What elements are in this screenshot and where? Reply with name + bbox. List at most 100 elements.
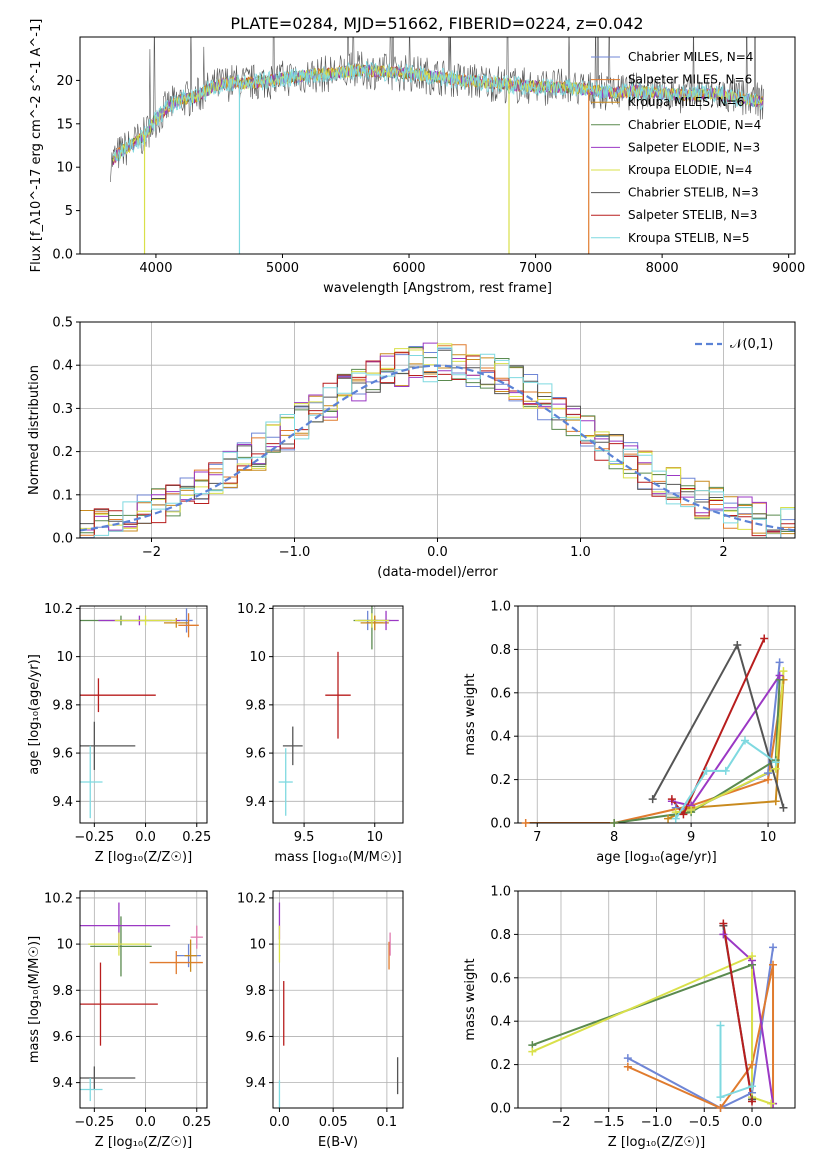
y-tick-label: 0.1 xyxy=(52,488,73,503)
weight-line xyxy=(531,954,772,1105)
x-tick-label: 8000 xyxy=(646,261,679,276)
x-tick-label: 0.25 xyxy=(182,1115,211,1130)
weight-marker xyxy=(667,795,676,804)
x-tick-label: −0.25 xyxy=(74,1115,114,1130)
y-tick-label: 10 xyxy=(56,650,73,665)
weight-marker xyxy=(748,1082,757,1091)
x-tick-label: 8 xyxy=(610,830,618,845)
x-tick-label: 1.0 xyxy=(570,545,591,560)
x-tick-label: −1.0 xyxy=(279,545,311,560)
y-tick-label: 9.4 xyxy=(245,1076,266,1091)
x-tick-label: −0.25 xyxy=(74,830,114,845)
legend-entry: Chabrier ELODIE, N=4 xyxy=(628,118,761,132)
spectrum-line xyxy=(112,61,764,162)
x-tick-label: 0.25 xyxy=(182,830,211,845)
y-tick-label: 9.8 xyxy=(52,984,73,999)
axes-frame xyxy=(272,605,404,824)
weight-marker xyxy=(610,819,619,827)
axes-frame xyxy=(79,36,796,255)
x-tick-label: 0.0 xyxy=(135,1115,156,1130)
y-tick-label: 0.5 xyxy=(52,316,73,331)
x-tick-label: 7000 xyxy=(519,261,552,276)
y-tick-label: 0.2 xyxy=(490,1058,511,1073)
y-tick-label: 9.8 xyxy=(245,984,266,999)
y-tick-label: 0.4 xyxy=(52,359,73,374)
weight-line xyxy=(531,963,754,1100)
x-tick-label: 7 xyxy=(533,830,541,845)
axes-age_vs_mass: 9.5 10 9.4 9.6 9.8 10 10.2 mass [log₁₀(M/M☉)] xyxy=(237,602,404,865)
weight-marker xyxy=(528,1047,537,1056)
y-tick-label: 9.4 xyxy=(245,795,266,810)
x-tick-label: 9000 xyxy=(772,261,805,276)
weight-marker xyxy=(687,805,696,814)
axes-mass_vs_ebv: 0.0 0.05 0.1 9.4 9.6 9.8 10 10.2 E(B-V) xyxy=(237,890,404,1150)
weight-marker xyxy=(760,634,769,643)
x-tick-label: 10 xyxy=(366,830,383,845)
y-tick-label: 10 xyxy=(56,938,73,953)
axes-weight_vs_Z: −2 −1.5 −1.0 −0.5 0.0 0.0 0.2 0.4 0.6 0.8 1.0 Z [lo… xyxy=(463,885,796,1150)
weight-marker xyxy=(771,797,780,806)
y-tick-label: 0.0 xyxy=(52,532,73,547)
weight-marker xyxy=(748,952,757,961)
weight-marker xyxy=(664,814,673,823)
plot-area-age_vs_Z xyxy=(80,608,199,819)
y-tick-label: 9.6 xyxy=(245,747,266,762)
y-tick-label: 9.6 xyxy=(245,1030,266,1045)
y-axis-label: Flux [f_λ10^-17 erg cm^-2 s^-1 A^-1] xyxy=(29,19,44,273)
weight-marker xyxy=(767,1099,776,1108)
x-axis-label: (data-model)/error xyxy=(377,565,498,580)
x-axis-label: Z [log₁₀(Z/Z☉)] xyxy=(95,1135,192,1150)
axes-residuals: −2 −1.0 0.0 1.0 2 0.0 0.1 0.2 0.3 0.4 0.5 (data-mod… xyxy=(27,316,796,580)
y-axis-label: age [log₁₀(age/yr)] xyxy=(27,654,42,775)
weight-marker xyxy=(721,766,730,775)
y-tick-label: 0.0 xyxy=(52,248,73,263)
x-tick-label: 0.1 xyxy=(377,1115,398,1130)
weight-marker xyxy=(779,803,788,812)
weight-line xyxy=(525,679,785,823)
y-tick-label: 0.2 xyxy=(52,445,73,460)
weight-marker xyxy=(719,919,728,928)
x-axis-label: Z [log₁₀(Z/Z☉)] xyxy=(608,1135,705,1150)
y-tick-label: 0.6 xyxy=(490,686,511,701)
y-axis-label: mass weight xyxy=(463,958,478,1040)
weight-marker xyxy=(679,810,688,819)
y-tick-label: 5 xyxy=(65,204,73,219)
y-tick-label: 0.6 xyxy=(490,971,511,986)
weight-marker xyxy=(716,1021,725,1030)
legend-entry: Salpeter ELODIE, N=3 xyxy=(628,140,760,154)
legend-entry: Chabrier MILES, N=4 xyxy=(628,50,753,64)
weight-marker xyxy=(671,814,680,823)
x-tick-label: 5000 xyxy=(266,261,299,276)
normal-curve xyxy=(80,364,795,532)
axes-frame xyxy=(79,890,208,1109)
x-tick-label: −2 xyxy=(142,545,161,560)
x-tick-label: 6000 xyxy=(392,261,425,276)
y-tick-label: 10.2 xyxy=(237,602,266,617)
axes-frame xyxy=(272,890,404,1109)
y-tick-label: 10.2 xyxy=(44,602,73,617)
weight-marker xyxy=(648,795,657,804)
x-tick-label: −1.0 xyxy=(641,1115,673,1130)
weight-marker xyxy=(719,930,728,939)
plot-area-weight_vs_Z xyxy=(531,923,775,1108)
y-tick-label: 10 xyxy=(56,161,73,176)
x-tick-label: −0.5 xyxy=(688,1115,720,1130)
legend-entry: Kroupa ELODIE, N=4 xyxy=(628,163,752,177)
y-tick-label: 0.3 xyxy=(52,402,73,417)
plot-area-mass_vs_Z xyxy=(80,902,203,1102)
x-tick-label: 0.0 xyxy=(269,1115,290,1130)
x-tick-label: 0.0 xyxy=(742,1115,763,1130)
weight-marker xyxy=(733,641,742,650)
x-tick-label: 0.05 xyxy=(319,1115,348,1130)
y-tick-label: 9.4 xyxy=(52,795,73,810)
histogram-series xyxy=(80,342,795,538)
y-tick-label: 10.2 xyxy=(44,891,73,906)
weight-line xyxy=(614,679,781,823)
y-axis-label: mass [log₁₀(M/M☉)] xyxy=(27,936,42,1063)
spectrum-legend: Chabrier MILES, N=4 Salpeter MILES, N=6 Kr… xyxy=(591,50,761,245)
y-tick-label: 0.4 xyxy=(490,1015,511,1030)
plot-area-age_vs_mass xyxy=(278,606,399,816)
weight-marker xyxy=(748,1097,757,1106)
spectrum-line xyxy=(112,63,764,162)
weight-line xyxy=(627,947,775,1108)
